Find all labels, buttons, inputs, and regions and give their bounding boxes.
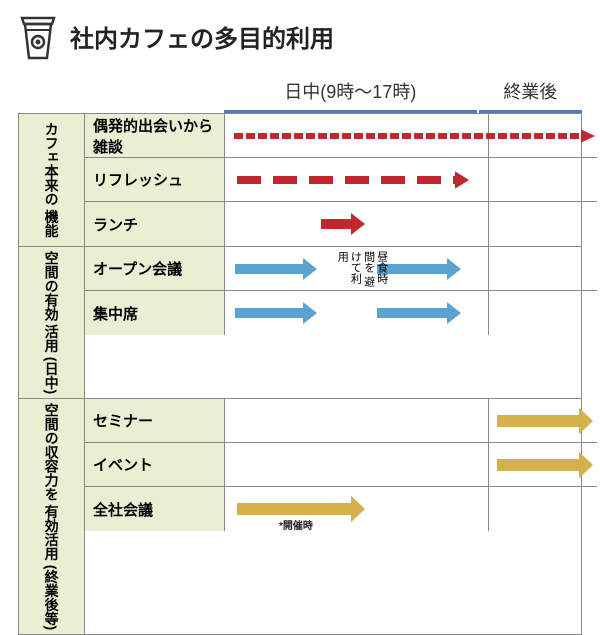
timeline-cell: 昼食時間を 避けて利用 <box>225 247 597 290</box>
arrow-icon <box>225 158 597 201</box>
inline-note: 昼食時間を 避けて利用 <box>335 251 388 290</box>
section-label: 空間の有効 活用 (日中) <box>19 247 85 398</box>
header: 社内カフェの多目的利用 <box>18 12 582 60</box>
row-label: セミナー <box>85 399 225 442</box>
table-row: イベント <box>85 443 597 487</box>
col-header-after: 終業後 <box>479 72 582 113</box>
timeline-cell: *開催時 <box>225 487 597 531</box>
timeline-cell <box>225 399 597 442</box>
page-title: 社内カフェの多目的利用 <box>70 19 334 54</box>
timeline-cell <box>225 291 597 335</box>
arrow-icon <box>225 443 597 486</box>
row-label: ランチ <box>85 202 225 246</box>
table-row: 偶発的出会いから雑談 <box>85 114 597 158</box>
arrow-icon <box>225 247 597 290</box>
timeline-cell <box>225 114 597 157</box>
table-row: ランチ <box>85 202 597 246</box>
section-label: カフェ本来の 機能 <box>19 114 85 246</box>
col-header-daytime: 日中(9時〜17時) <box>224 72 477 113</box>
section: カフェ本来の 機能偶発的出会いから雑談リフレッシュランチ <box>19 114 581 247</box>
row-label: リフレッシュ <box>85 158 225 201</box>
row-label: 全社会議 <box>85 487 225 531</box>
timeline-cell <box>225 202 597 246</box>
arrow-icon <box>225 399 597 442</box>
table-row: 全社会議 *開催時 <box>85 487 597 531</box>
table-row: リフレッシュ <box>85 158 597 202</box>
table-row: セミナー <box>85 399 597 443</box>
section: 空間の有効 活用 (日中)オープン会議 昼食時間を 避けて利用集中席 <box>19 247 581 399</box>
arrow-icon <box>225 291 597 335</box>
table-row: オープン会議 昼食時間を 避けて利用 <box>85 247 597 291</box>
coffee-cup-icon <box>18 12 58 60</box>
row-label: 偶発的出会いから雑談 <box>85 114 225 157</box>
arrow-icon <box>225 202 597 246</box>
section-label: 空間の収容力を 有効活用 (終業後等) <box>19 399 85 634</box>
timeline-grid: カフェ本来の 機能偶発的出会いから雑談リフレッシュランチ空間の有効 活用 (日中… <box>18 113 582 635</box>
timeline-cell <box>225 158 597 201</box>
row-label: オープン会議 <box>85 247 225 290</box>
footnote: *開催時 <box>279 517 313 532</box>
table-row: 集中席 <box>85 291 597 335</box>
timeline-cell <box>225 443 597 486</box>
row-label: 集中席 <box>85 291 225 335</box>
column-headers: 日中(9時〜17時) 終業後 <box>84 72 582 113</box>
arrow-icon <box>225 114 597 157</box>
section: 空間の収容力を 有効活用 (終業後等)セミナーイベント全社会議 *開催時 <box>19 399 581 634</box>
row-label: イベント <box>85 443 225 486</box>
